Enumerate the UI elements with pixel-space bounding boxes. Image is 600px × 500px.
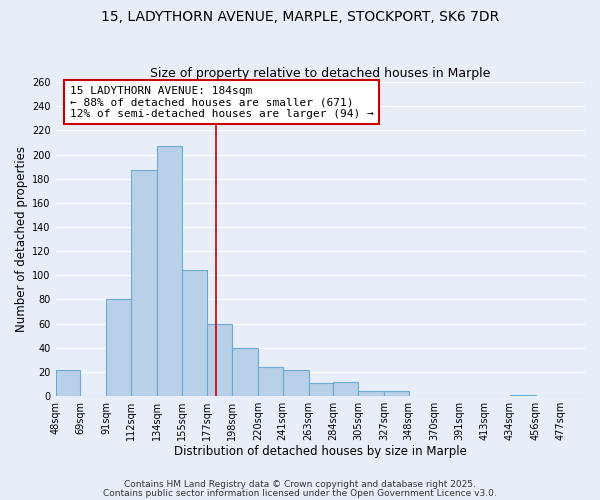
Bar	[308, 383, 333, 396]
Text: 15 LADYTHORN AVENUE: 184sqm
← 88% of detached houses are smaller (671)
12% of se: 15 LADYTHORN AVENUE: 184sqm ← 88% of det…	[70, 86, 374, 119]
Bar	[258, 367, 283, 396]
Bar	[358, 392, 384, 396]
Bar	[157, 146, 182, 396]
Bar	[510, 395, 536, 396]
Bar	[283, 370, 308, 396]
Bar	[131, 170, 157, 396]
X-axis label: Distribution of detached houses by size in Marple: Distribution of detached houses by size …	[174, 444, 467, 458]
Bar	[56, 370, 80, 396]
Bar	[333, 382, 358, 396]
Text: 15, LADYTHORN AVENUE, MARPLE, STOCKPORT, SK6 7DR: 15, LADYTHORN AVENUE, MARPLE, STOCKPORT,…	[101, 10, 499, 24]
Bar	[182, 270, 208, 396]
Text: Contains HM Land Registry data © Crown copyright and database right 2025.: Contains HM Land Registry data © Crown c…	[124, 480, 476, 489]
Bar	[106, 300, 131, 396]
Bar	[208, 324, 232, 396]
Bar	[384, 392, 409, 396]
Text: Contains public sector information licensed under the Open Government Licence v3: Contains public sector information licen…	[103, 489, 497, 498]
Y-axis label: Number of detached properties: Number of detached properties	[15, 146, 28, 332]
Title: Size of property relative to detached houses in Marple: Size of property relative to detached ho…	[150, 66, 491, 80]
Bar	[232, 348, 258, 396]
